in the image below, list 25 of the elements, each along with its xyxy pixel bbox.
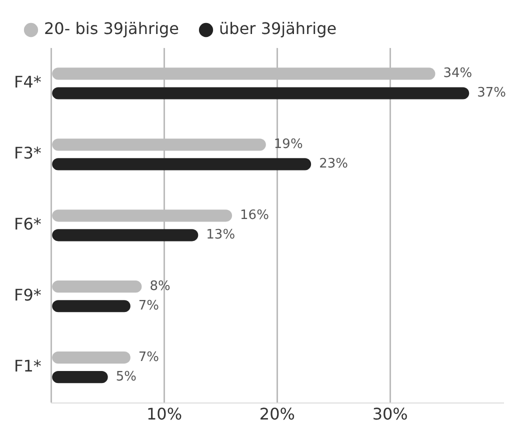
y-tick-label: F6* (14, 214, 42, 234)
y-tick-label: F3* (14, 144, 42, 163)
bar (52, 158, 312, 170)
data-label: 34% (443, 66, 472, 82)
bar (52, 371, 108, 384)
data-label: 37% (477, 86, 506, 101)
data-label: 23% (319, 156, 348, 172)
bar (52, 87, 470, 100)
data-label: 8% (150, 278, 170, 294)
data-label: 16% (240, 208, 269, 224)
y-tick-label: F1* (14, 356, 42, 376)
data-label: 19% (274, 137, 303, 152)
data-label: 13% (206, 228, 236, 243)
x-tick-label: 30% (372, 404, 408, 424)
bar (52, 300, 130, 312)
y-tick-label: F9* (14, 286, 42, 305)
bar (52, 229, 198, 242)
y-tick-label: F4* (14, 72, 42, 92)
x-tick-label: 20% (259, 404, 295, 424)
data-label: 7% (138, 350, 160, 365)
data-label: 7% (138, 298, 160, 314)
x-tick-label: 10% (146, 404, 182, 424)
data-label: 5% (116, 369, 136, 384)
legend-label: über 39jährige (219, 19, 337, 38)
legend-label: 20- bis 39jährige (44, 19, 180, 38)
